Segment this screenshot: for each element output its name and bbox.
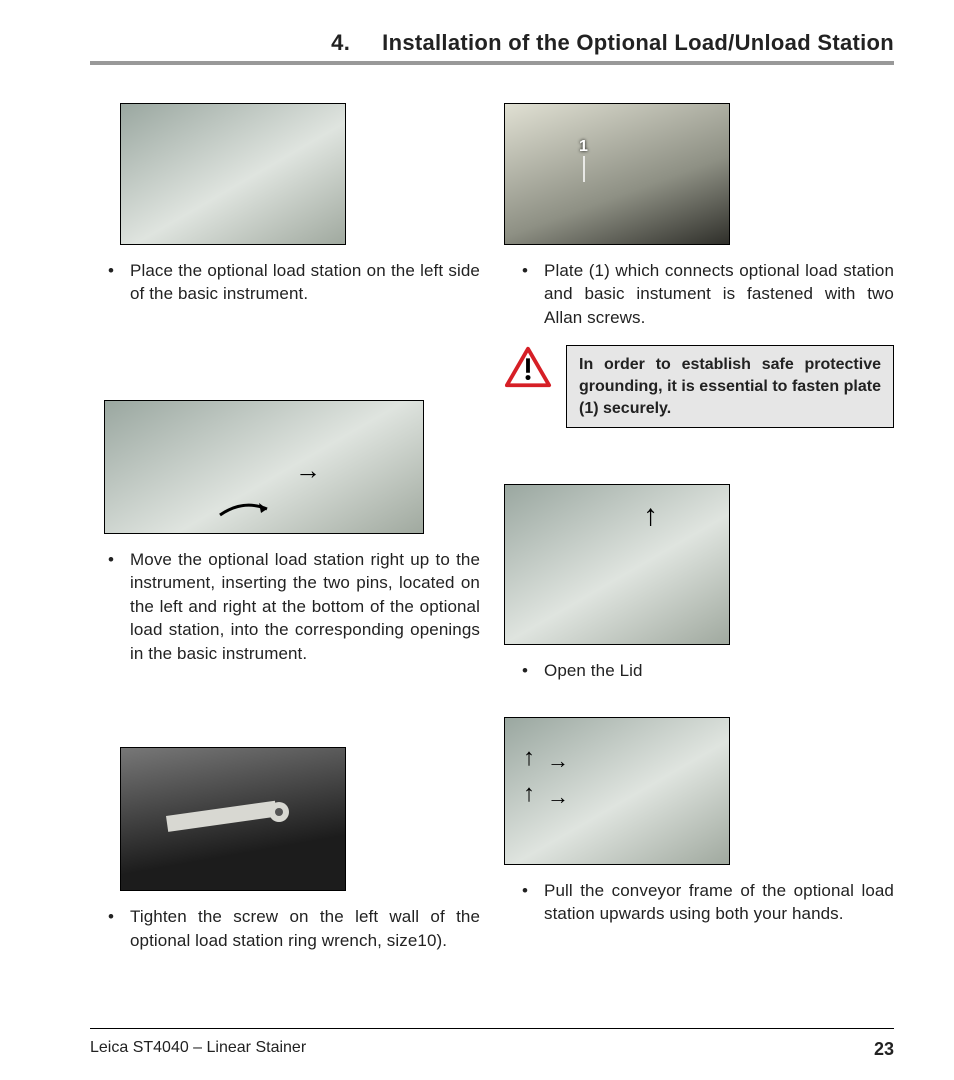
callout-line-icon xyxy=(583,156,585,182)
figure-pull-conveyor: ↑ → ↑ → xyxy=(504,717,730,865)
figure-insert-pins: → xyxy=(104,400,424,534)
step-text: Plate (1) which connects optional load s… xyxy=(522,259,894,329)
wrench-icon xyxy=(161,788,301,858)
page-header: 4. Installation of the Optional Load/Unl… xyxy=(90,30,894,73)
warning-triangle-icon xyxy=(504,345,552,389)
callout-1: 1 xyxy=(579,138,588,156)
step-text: Open the Lid xyxy=(522,659,894,682)
warning-block: In order to establish safe protective gr… xyxy=(504,345,894,428)
figure-open-lid: ↑ xyxy=(504,484,730,645)
section-number: 4. xyxy=(331,30,350,55)
page-footer: Leica ST4040 – Linear Stainer 23 xyxy=(90,1028,894,1060)
step-text: Tighten the screw on the left wall of th… xyxy=(108,905,480,952)
arrow-up-icon: ↑ xyxy=(523,744,535,772)
section-title: Installation of the Optional Load/Unload… xyxy=(382,30,894,55)
left-step-1: Place the optional load station on the l… xyxy=(90,103,480,306)
right-step-1: 1 Plate (1) which connects optional load… xyxy=(504,103,894,329)
arrow-right-icon: → xyxy=(547,784,569,810)
step-text: Pull the conveyor frame of the optional … xyxy=(522,879,894,926)
figure-plate-screws: 1 xyxy=(504,103,730,245)
footer-product: Leica ST4040 – Linear Stainer xyxy=(90,1039,306,1060)
right-column: 1 Plate (1) which connects optional load… xyxy=(504,103,894,1028)
figure-tighten-screw xyxy=(120,747,346,891)
warning-text: In order to establish safe protective gr… xyxy=(566,345,894,428)
figure-place-station xyxy=(120,103,346,245)
header-rule xyxy=(90,61,894,65)
arrow-up-icon: ↑ xyxy=(523,780,535,808)
left-column: Place the optional load station on the l… xyxy=(90,103,480,1028)
step-text: Place the optional load station on the l… xyxy=(108,259,480,306)
arrow-up-icon: ↑ xyxy=(643,499,658,533)
page-number: 23 xyxy=(874,1039,894,1060)
right-step-2: ↑ Open the Lid xyxy=(504,484,894,682)
arrow-right-icon: → xyxy=(547,748,569,774)
left-step-3: Tighten the screw on the left wall of th… xyxy=(90,747,480,952)
left-step-2: → Move the optional load station right u… xyxy=(90,400,480,665)
curved-arrow-icon xyxy=(215,497,275,519)
step-text: Move the optional load station right up … xyxy=(108,548,480,665)
right-step-3: ↑ → ↑ → Pull the conveyor frame of the o… xyxy=(504,717,894,926)
arrow-right-icon: → xyxy=(295,455,321,486)
